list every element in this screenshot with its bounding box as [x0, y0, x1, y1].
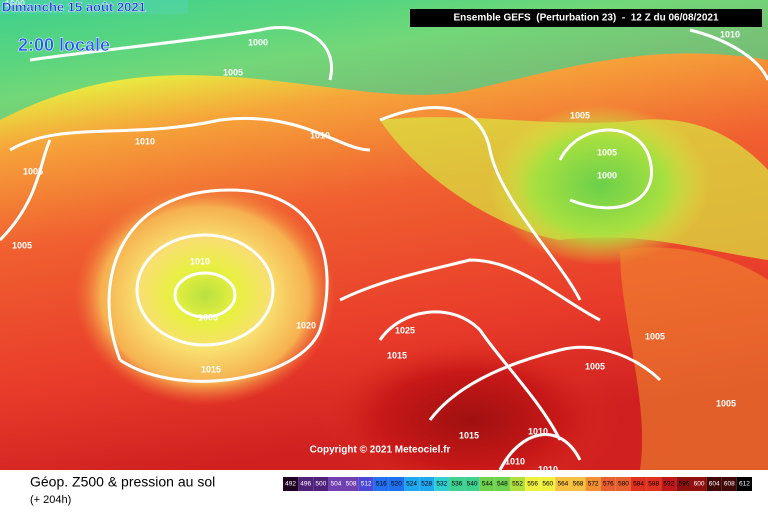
isobar-label: 1005 — [223, 67, 243, 77]
legend-label: 560 — [542, 481, 553, 488]
legend-label: 612 — [739, 481, 750, 488]
legend-swatch — [630, 477, 647, 491]
isobar-label: 1025 — [395, 325, 415, 335]
legend-swatch — [509, 477, 526, 491]
legend-label: 596 — [678, 481, 689, 488]
isobar-label: 1005 — [597, 147, 617, 157]
legend-swatch — [691, 477, 707, 491]
legend-swatch — [600, 477, 616, 491]
legend-label: 520 — [391, 481, 402, 488]
legend-label: 500 — [315, 481, 326, 488]
legend-label: 588 — [648, 481, 659, 488]
legend-label: 508 — [346, 481, 357, 488]
model-box — [410, 9, 762, 27]
legend-label: 516 — [376, 481, 387, 488]
legend-swatch — [449, 477, 465, 491]
legend-swatch — [373, 477, 389, 491]
footer-title: Géop. Z500 & pression au sol — [30, 474, 215, 490]
legend-swatch — [646, 477, 662, 491]
isobar-label: 1010 — [528, 426, 548, 436]
legend-swatch — [494, 477, 510, 491]
legend-label: 552 — [512, 481, 523, 488]
legend-swatch — [328, 477, 344, 491]
isobar-label: 1010 — [135, 136, 155, 146]
isobar-label: 1000 — [5, 0, 25, 8]
isobar-label: 1000 — [248, 37, 268, 47]
legend-swatch — [585, 477, 601, 491]
copyright: Copyright © 2021 Meteociel.fr — [310, 445, 451, 456]
isobar-label: 1015 — [201, 364, 221, 374]
legend-label: 528 — [421, 481, 432, 488]
model-info: Ensemble GEFS (Perturbation 23) - 12 Z d… — [453, 13, 719, 24]
isobar-label: 1010 — [538, 464, 558, 474]
legend-label: 512 — [361, 481, 372, 488]
legend-label: 584 — [633, 481, 644, 488]
legend-swatch — [434, 477, 450, 491]
legend-swatch — [283, 477, 299, 491]
legend-label: 580 — [618, 481, 629, 488]
legend-swatch — [358, 477, 374, 491]
legend-swatch — [419, 477, 435, 491]
isobar-label: 1005 — [645, 331, 665, 341]
legend-label: 540 — [467, 481, 478, 488]
legend-swatch — [388, 477, 405, 491]
isobar-label: 1010 — [720, 29, 740, 39]
date: Dimanche 15 août 2021 — [2, 0, 146, 14]
legend-label: 568 — [573, 481, 584, 488]
legend-swatch — [570, 477, 586, 491]
isobars — [0, 25, 768, 471]
isobar-label: 1005 — [570, 110, 590, 120]
legend-swatch — [525, 477, 541, 491]
map-background — [0, 0, 768, 500]
isobar-label: 1005 — [198, 312, 218, 322]
legend-swatch — [615, 477, 631, 491]
legend-swatch — [404, 477, 420, 491]
isobar-label: 1015 — [459, 430, 479, 440]
isobar-label: 1005 — [716, 398, 736, 408]
local-time: 2:00 locale — [18, 35, 110, 55]
legend-swatch — [313, 477, 329, 491]
legend-label: 492 — [285, 481, 296, 488]
isobar-label: 1010 — [505, 456, 525, 466]
legend-label: 524 — [406, 481, 417, 488]
legend-swatch — [736, 477, 752, 491]
date-box — [0, 0, 188, 14]
legend-label: 536 — [452, 481, 463, 488]
legend-label: 572 — [588, 481, 599, 488]
legend-swatch — [540, 477, 556, 491]
legend-swatch — [555, 477, 571, 491]
isobar-label: 1020 — [296, 320, 316, 330]
isobar-label: 1005 — [12, 240, 32, 250]
legend-label: 576 — [603, 481, 614, 488]
legend-label: 548 — [497, 481, 508, 488]
legend-swatch — [343, 477, 359, 491]
legend-label: 556 — [527, 481, 538, 488]
legend-label: 608 — [724, 481, 735, 488]
legend-label: 564 — [557, 481, 568, 488]
legend-label: 504 — [331, 481, 342, 488]
isobar-labels: 1000 1000 1005 1010 1010 1010 1005 1005 1005 1005… — [5, 0, 740, 474]
legend-label: 496 — [300, 481, 311, 488]
legend-label: 592 — [663, 481, 674, 488]
isobar-label: 1005 — [585, 361, 605, 371]
legend-swatch — [464, 477, 480, 491]
legend-label: 544 — [482, 481, 493, 488]
footer-lead: (+ 204h) — [30, 494, 71, 506]
legend-swatch — [479, 477, 495, 491]
legend-swatch — [676, 477, 692, 491]
isobar-label: 1015 — [387, 350, 407, 360]
legend-swatch — [661, 477, 677, 491]
legend-label: 600 — [694, 481, 705, 488]
legend-label: 532 — [436, 481, 447, 488]
legend-label: 604 — [709, 481, 720, 488]
isobar-label: 1000 — [597, 170, 617, 180]
legend: 492 496 500 504 508 512 516 520 524 528 532 536 540 5… — [283, 477, 752, 491]
isobar-label: 1005 — [23, 166, 43, 176]
isobar-label: 1010 — [310, 130, 330, 140]
legend-swatch — [706, 477, 722, 491]
isobar-label: 1010 — [190, 256, 210, 266]
legend-swatch — [298, 477, 314, 491]
legend-swatch — [721, 477, 737, 491]
